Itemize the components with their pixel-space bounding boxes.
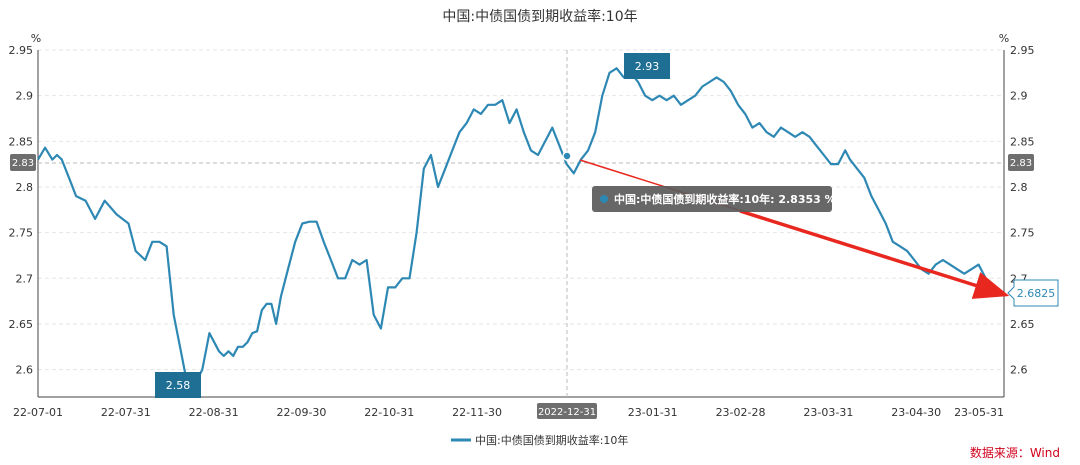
x-tick-label: 22-09-30 [276,406,326,419]
axis-pointer-right: 2.83 [1008,154,1034,171]
y-tick-label-left: 2.9 [16,90,34,103]
x-tick-label: 23-04-30 [891,406,941,419]
crosshair-x-label: 2022-12-31 [538,407,596,418]
crosshair-x-pointer: 2022-12-31 [537,403,597,419]
y-tick-label-right: 2.6 [1010,364,1028,377]
x-tick-label: 22-07-31 [101,406,151,419]
y-unit-right: % [999,32,1009,45]
x-tick-label: 22-07-01 [13,406,63,419]
y-tick-label-right: 2.9 [1010,90,1028,103]
y-tick-label-right: 2.85 [1010,135,1035,148]
x-tick-label: 23-05-31 [954,406,1004,419]
y-tick-label-left: 2.95 [9,44,34,57]
min-callout: 2.58 [155,372,201,398]
axis-pointer-left-label: 2.83 [12,158,34,169]
y-tick-label-left: 2.6 [16,364,34,377]
y-tick-label-left: 2.7 [16,272,34,285]
max-callout: 2.93 [624,53,670,79]
legend-label: 中国:中债国债到期收益率:10年 [475,433,628,447]
y-tick-label-right: 2.8 [1010,181,1028,194]
x-tick-label: 23-02-28 [716,406,766,419]
y-tick-label-left: 2.8 [16,181,34,194]
trend-arrow [739,209,1010,299]
x-tick-label: 22-08-31 [189,406,239,419]
y-tick-label-right: 2.65 [1010,318,1035,331]
x-tick-labels: 22-07-01 22-07-31 22-08-31 22-09-30 22-10-31… [13,406,1004,419]
x-tick-label: 23-03-31 [803,406,853,419]
axes: % % [31,32,1009,398]
axis-pointer-left: 2.83 [10,154,36,171]
last-value-label: 2.6825 [1017,287,1056,300]
y-tick-label-right: 2.75 [1010,227,1035,240]
data-source: 数据来源：Wind [969,446,1060,460]
min-label: 2.58 [166,379,191,392]
x-tick-label: 22-11-30 [452,406,502,419]
series-line-cn-10y [37,67,1001,389]
legend[interactable]: 中国:中债国债到期收益率:10年 [451,433,628,447]
axis-pointer-right-label: 2.83 [1010,158,1032,169]
hover-point-marker [562,151,572,161]
tooltip: 中国:中债国债到期收益率:10年: 2.8353 % [592,186,836,212]
max-label: 2.93 [635,60,660,73]
y-tick-label-left: 2.65 [9,318,34,331]
last-value-callout: 2.6825 [1007,279,1059,307]
chart-title: 中国:中债国债到期收益率:10年 [442,8,637,25]
y-tick-label-left: 2.85 [9,135,34,148]
y-tick-labels: 2.6 2.62.65 2.652.7 2.72.75 2.752.8 2.82.85 2.… [9,44,1035,377]
tooltip-marker [600,195,608,203]
tooltip-text: 中国:中债国债到期收益率:10年: 2.8353 % [614,192,836,206]
y-unit-left: % [31,32,41,45]
x-tick-label: 23-01-31 [628,406,678,419]
y-tick-label-right: 2.95 [1010,44,1035,57]
x-tick-label: 22-10-31 [364,406,414,419]
y-tick-label-left: 2.75 [9,227,34,240]
grid [38,49,1004,371]
